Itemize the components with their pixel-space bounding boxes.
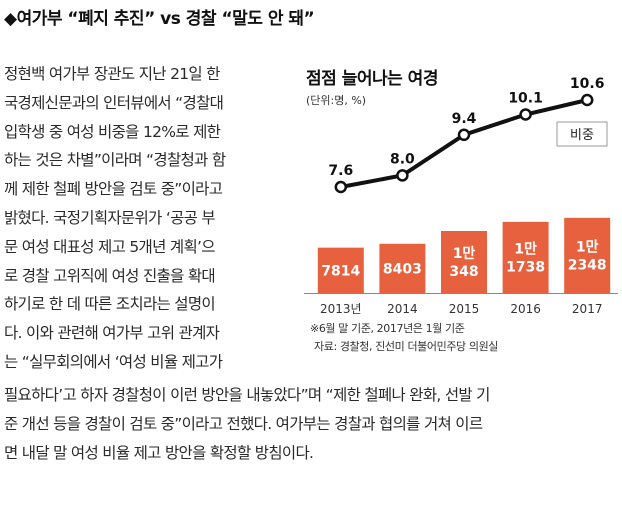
x-tick-label: 2013년 <box>320 302 362 316</box>
x-tick-label: 2016 <box>510 302 541 316</box>
bar <box>379 243 426 293</box>
chart-note-source: 자료: 경찰청, 진선미 더불어민주당 의원실 <box>314 340 499 353</box>
legend-box <box>556 121 608 147</box>
bar-value-label: 348 <box>449 264 478 280</box>
article-full-line: 필요하다’고 하자 경찰청이 이런 방안을 내놓았다”며 “제한 철폐나 완화,… <box>4 386 490 404</box>
chart-plot: 7814 2013년 8403 2014 1만 348 2015 1만 1738 2016 1만 23… <box>304 76 618 316</box>
article-left-line: 는 “실무회의에서 ‘여성 비율 제고가 <box>4 352 223 371</box>
chart-title: 점점 늘어나는 여경 <box>306 69 438 89</box>
article-left-line: 다. 이와 관련해 여가부 고위 관계자 <box>4 324 220 343</box>
bar-value-label: 8403 <box>383 261 422 277</box>
article-left-line: 입학생 중 여성 비중을 12%로 제한 <box>4 122 221 141</box>
bar-value-label: 2348 <box>568 257 607 273</box>
bar-value-label: 1738 <box>506 259 545 275</box>
article-full-line: 준 개선 등을 경찰이 검토 중”이라고 전했다. 여가부는 경찰과 협의를 거… <box>4 414 483 433</box>
chart-note-basis: ※6월 말 기준, 2017년은 1월 기준 <box>310 322 465 335</box>
bar <box>502 221 549 293</box>
series-point-label: 10.6 <box>570 76 605 92</box>
bar <box>317 247 364 293</box>
series-point <box>334 180 348 194</box>
article-left-line: 국경제신문과의 인터뷰에서 “경찰대 <box>4 93 224 112</box>
headline: ◆여가부 “폐지 추진” vs 경찰 “말도 안 돼” <box>4 9 315 29</box>
article-full-width: 필요하다’고 하자 경찰청이 이런 방안을 내놓았다”며 “제한 철폐나 완화,… <box>4 381 490 467</box>
chart-unit: (단위:명, %) <box>306 94 367 107</box>
article-left-line: 정현백 여가부 장관도 지난 21일 한 <box>4 65 220 83</box>
article-full-line: 면 내달 말 여성 비율 제고 방안을 확정할 방침이다. <box>4 443 314 462</box>
series-point-label: 8.0 <box>390 151 415 167</box>
bar-value-label: 1만 <box>576 239 599 255</box>
series-point-label: 10.1 <box>508 91 543 107</box>
series-point <box>457 128 471 142</box>
article-left-line: 하기로 한 데 따른 조치라는 설명이 <box>4 295 216 314</box>
x-tick-label: 2017 <box>572 302 603 316</box>
article-left-line: 께 제한 철폐 방안을 검토 중”이라고 <box>4 180 223 199</box>
bar <box>441 230 487 293</box>
article-left-line: 로 경찰 고위직에 여성 진출을 확대 <box>4 266 216 285</box>
legend-label: 비중 <box>570 128 594 143</box>
bar <box>564 217 611 293</box>
bar-value-label: 1만 <box>453 246 476 262</box>
police-women-chart: 점점 늘어나는 여경 (단위:명, %) 7814 2013년 8403 2014 1만… <box>300 62 622 362</box>
bar-value-label: 1만 <box>514 241 537 257</box>
article-left-line: 하는 것은 차별”이라며 “경찰청과 함 <box>4 151 226 170</box>
series-point <box>519 108 532 121</box>
article-left-line: 문 여성 대표성 제고 5개년 계획’으 <box>4 237 216 256</box>
series-point-label: 7.6 <box>328 163 353 179</box>
series-point-label: 9.4 <box>452 111 477 127</box>
x-tick-label: 2015 <box>449 302 480 316</box>
bar-value-label: 7814 <box>321 263 360 279</box>
series-point <box>580 93 594 107</box>
article-left-line: 밝혔다. 국정기획자문위가 ‘공공 부 <box>4 208 216 227</box>
x-tick-label: 2014 <box>387 302 418 316</box>
series-point <box>396 169 409 182</box>
